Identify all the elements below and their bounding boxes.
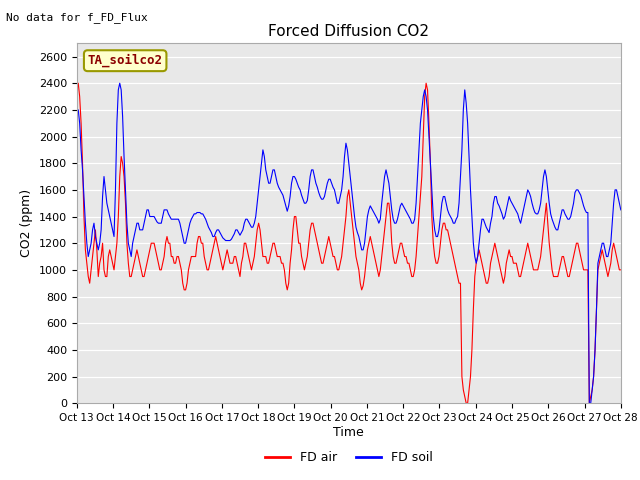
Legend: FD air, FD soil: FD air, FD soil [260, 446, 438, 469]
Title: Forced Diffusion CO2: Forced Diffusion CO2 [268, 24, 429, 39]
Text: TA_soilco2: TA_soilco2 [88, 54, 163, 67]
X-axis label: Time: Time [333, 426, 364, 439]
Y-axis label: CO2 (ppm): CO2 (ppm) [20, 189, 33, 257]
Text: No data for f_FD_Flux: No data for f_FD_Flux [6, 12, 148, 23]
